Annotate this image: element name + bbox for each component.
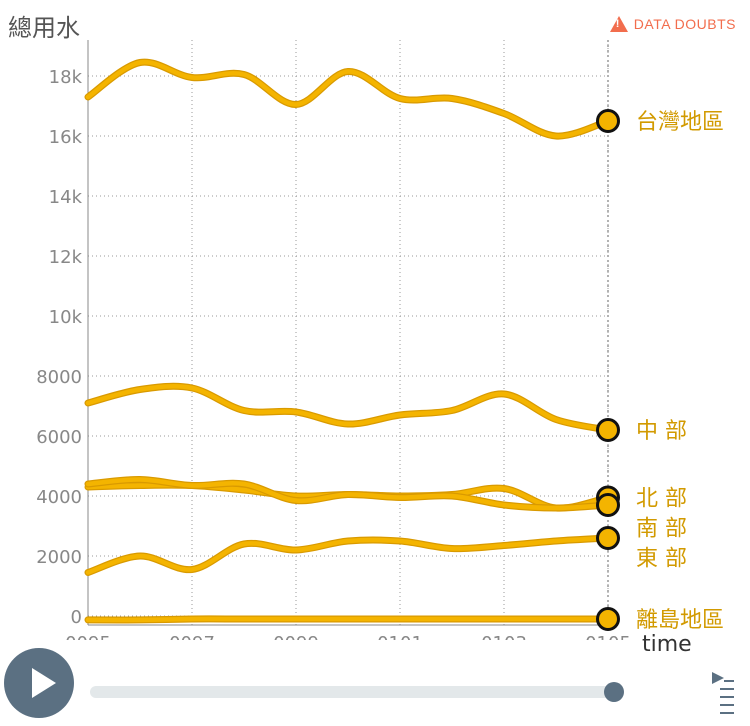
y-tick-label: 10k <box>49 307 83 328</box>
series-label: 離島地區 <box>636 608 724 633</box>
y-tick-label: 8000 <box>36 367 82 388</box>
speed-control-icon[interactable] <box>712 672 734 714</box>
y-tick-label: 16k <box>49 127 83 148</box>
series-label: 南 部 <box>636 517 687 542</box>
y-tick-label: 2000 <box>36 547 82 568</box>
series-line <box>85 477 611 511</box>
y-tick-label: 0 <box>71 607 82 628</box>
y-tick-label: 6000 <box>36 427 82 448</box>
series-line <box>85 59 611 139</box>
x-tick-label: 0105 <box>585 633 631 640</box>
series-line <box>85 535 611 575</box>
play-button[interactable] <box>4 648 74 718</box>
y-tick-label: 4000 <box>36 487 82 508</box>
x-tick-label: 0103 <box>481 633 527 640</box>
x-tick-label: 0099 <box>273 633 319 640</box>
series-end-marker <box>596 418 620 442</box>
data-doubts-link[interactable]: DATA DOUBTS <box>609 16 736 32</box>
x-axis-title: time <box>642 632 692 657</box>
series-line <box>85 384 611 433</box>
time-slider-handle[interactable] <box>604 682 624 702</box>
x-tick-label: 0101 <box>377 633 423 640</box>
series-end-marker <box>596 493 620 517</box>
series-end-marker <box>596 526 620 550</box>
warning-icon <box>609 16 628 32</box>
y-axis-title: 總用水 <box>8 14 80 42</box>
series-label: 北 部 <box>636 487 687 512</box>
x-tick-label: 0095 <box>65 633 111 640</box>
x-tick-label: 0097 <box>169 633 215 640</box>
series-end-marker <box>596 607 620 631</box>
series-label: 中 部 <box>636 419 687 444</box>
y-tick-label: 18k <box>49 67 83 88</box>
series-line <box>85 616 611 623</box>
line-chart: 0 2000 4000 6000 8000 10k 12k 14k 16k 18k 0095 0097… <box>36 40 724 640</box>
series-label: 東 部 <box>636 547 687 572</box>
data-doubts-label: DATA DOUBTS <box>633 16 736 32</box>
y-tick-label: 12k <box>49 247 83 268</box>
y-tick-label: 14k <box>49 187 83 208</box>
series-label: 台灣地區 <box>636 110 724 135</box>
series-end-marker <box>596 109 620 133</box>
time-slider-track[interactable] <box>90 686 610 698</box>
